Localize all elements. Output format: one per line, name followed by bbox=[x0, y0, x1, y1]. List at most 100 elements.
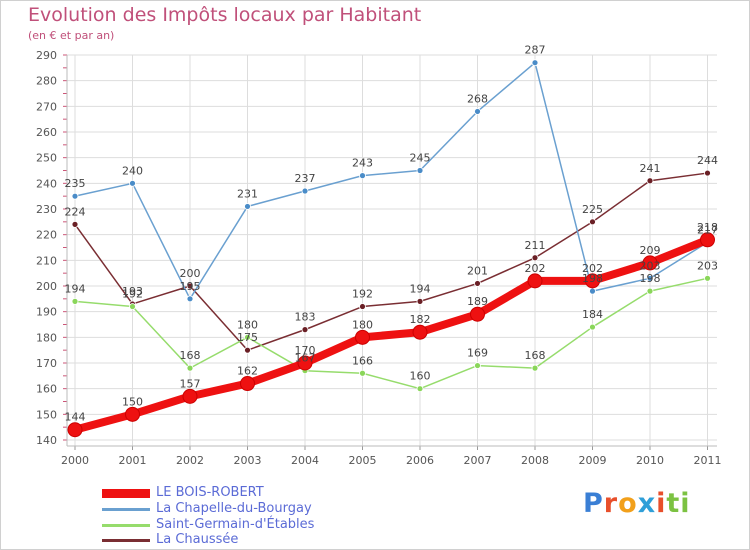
y-tick-label: 140 bbox=[36, 434, 57, 447]
data-label: 203 bbox=[697, 259, 718, 272]
y-tick-label: 230 bbox=[36, 203, 57, 216]
data-point bbox=[244, 203, 251, 210]
data-label: 218 bbox=[697, 221, 718, 234]
logo-letter: x bbox=[637, 488, 657, 519]
data-label: 194 bbox=[410, 282, 431, 295]
data-point bbox=[589, 287, 596, 295]
y-tick-label: 250 bbox=[36, 152, 57, 165]
plot-area bbox=[67, 55, 717, 446]
logo-letter: P bbox=[583, 488, 604, 519]
x-tick-label: 2005 bbox=[349, 454, 377, 467]
y-tick-label: 210 bbox=[36, 254, 57, 267]
data-label: 166 bbox=[352, 354, 373, 367]
data-label: 198 bbox=[640, 272, 661, 285]
x-tick-label: 2000 bbox=[61, 454, 89, 467]
data-point bbox=[71, 192, 79, 200]
data-point bbox=[359, 303, 366, 310]
data-point bbox=[646, 177, 654, 185]
data-label: 235 bbox=[65, 177, 86, 190]
x-tick-label: 2001 bbox=[119, 454, 147, 467]
data-label: 192 bbox=[122, 288, 143, 301]
data-label: 202 bbox=[582, 262, 603, 275]
data-label: 237 bbox=[295, 172, 316, 185]
data-label: 182 bbox=[410, 313, 431, 326]
data-point bbox=[412, 324, 428, 340]
y-tick-label: 150 bbox=[36, 408, 57, 421]
logo-letter: i bbox=[656, 488, 667, 519]
x-tick-label: 2011 bbox=[694, 454, 722, 467]
data-point bbox=[240, 376, 255, 392]
y-tick-label: 180 bbox=[36, 331, 57, 344]
y-tick-label: 280 bbox=[36, 75, 57, 88]
data-point bbox=[589, 218, 596, 226]
data-label: 241 bbox=[640, 162, 661, 175]
data-point bbox=[416, 297, 424, 305]
data-point bbox=[416, 167, 424, 174]
data-label: 160 bbox=[410, 370, 431, 383]
data-point bbox=[297, 355, 313, 371]
data-label: 195 bbox=[180, 280, 201, 293]
data-label: 168 bbox=[525, 349, 546, 362]
y-tick-label: 240 bbox=[36, 177, 57, 190]
data-label: 231 bbox=[237, 187, 258, 200]
data-point bbox=[67, 422, 83, 438]
logo-letter: o bbox=[618, 488, 638, 519]
legend-swatch bbox=[102, 489, 150, 498]
data-label: 224 bbox=[65, 205, 86, 218]
data-label: 243 bbox=[352, 157, 373, 170]
x-tick-label: 2004 bbox=[291, 454, 319, 467]
data-point bbox=[301, 187, 309, 195]
series-line-2 bbox=[74, 277, 709, 390]
data-point bbox=[527, 273, 543, 289]
data-label: 200 bbox=[180, 267, 201, 280]
data-label: 169 bbox=[467, 347, 488, 360]
chart-subtitle: (en € et par an) bbox=[28, 29, 115, 42]
data-label: 245 bbox=[410, 152, 431, 165]
x-tick-label: 2003 bbox=[234, 454, 262, 467]
y-tick-label: 160 bbox=[36, 383, 57, 396]
data-label: 194 bbox=[65, 282, 86, 295]
proxiti-logo: Proxiti bbox=[583, 488, 691, 519]
data-label: 193 bbox=[122, 285, 143, 298]
data-label: 162 bbox=[237, 365, 258, 378]
y-tick-label: 170 bbox=[36, 357, 57, 370]
data-point bbox=[244, 346, 251, 354]
data-point bbox=[642, 255, 658, 271]
data-point bbox=[129, 179, 136, 187]
logo-letter: t bbox=[666, 488, 681, 519]
data-label: 198 bbox=[582, 272, 603, 285]
data-label: 209 bbox=[640, 244, 661, 257]
data-label: 184 bbox=[582, 308, 603, 321]
data-point bbox=[646, 274, 654, 282]
y-tick-label: 260 bbox=[36, 126, 57, 139]
logo-letter: i bbox=[680, 488, 691, 519]
data-point bbox=[182, 388, 198, 404]
data-point bbox=[589, 323, 596, 331]
series-line-3 bbox=[74, 172, 709, 351]
data-label: 203 bbox=[640, 259, 661, 272]
data-point bbox=[359, 369, 366, 377]
data-label: 168 bbox=[180, 349, 201, 362]
x-tick-label: 2006 bbox=[406, 454, 434, 467]
logo-letter: r bbox=[603, 488, 619, 519]
data-label: 180 bbox=[352, 318, 373, 331]
data-point bbox=[474, 362, 481, 369]
data-point bbox=[585, 273, 600, 289]
data-label: 183 bbox=[295, 311, 316, 324]
x-tick-label: 2008 bbox=[521, 454, 549, 467]
data-point bbox=[704, 274, 711, 282]
data-label: 201 bbox=[467, 264, 488, 277]
data-point bbox=[531, 364, 539, 372]
data-point bbox=[71, 220, 79, 228]
data-label: 192 bbox=[352, 288, 373, 301]
data-point bbox=[531, 59, 539, 67]
data-label: 157 bbox=[180, 377, 201, 390]
data-label: 167 bbox=[295, 352, 316, 365]
y-tick-label: 220 bbox=[36, 229, 57, 242]
x-tick-label: 2010 bbox=[636, 454, 664, 467]
data-point bbox=[416, 385, 424, 393]
legend-label: La Chaussée bbox=[156, 532, 239, 547]
data-label: 211 bbox=[525, 239, 546, 252]
data-label: 150 bbox=[122, 395, 143, 408]
